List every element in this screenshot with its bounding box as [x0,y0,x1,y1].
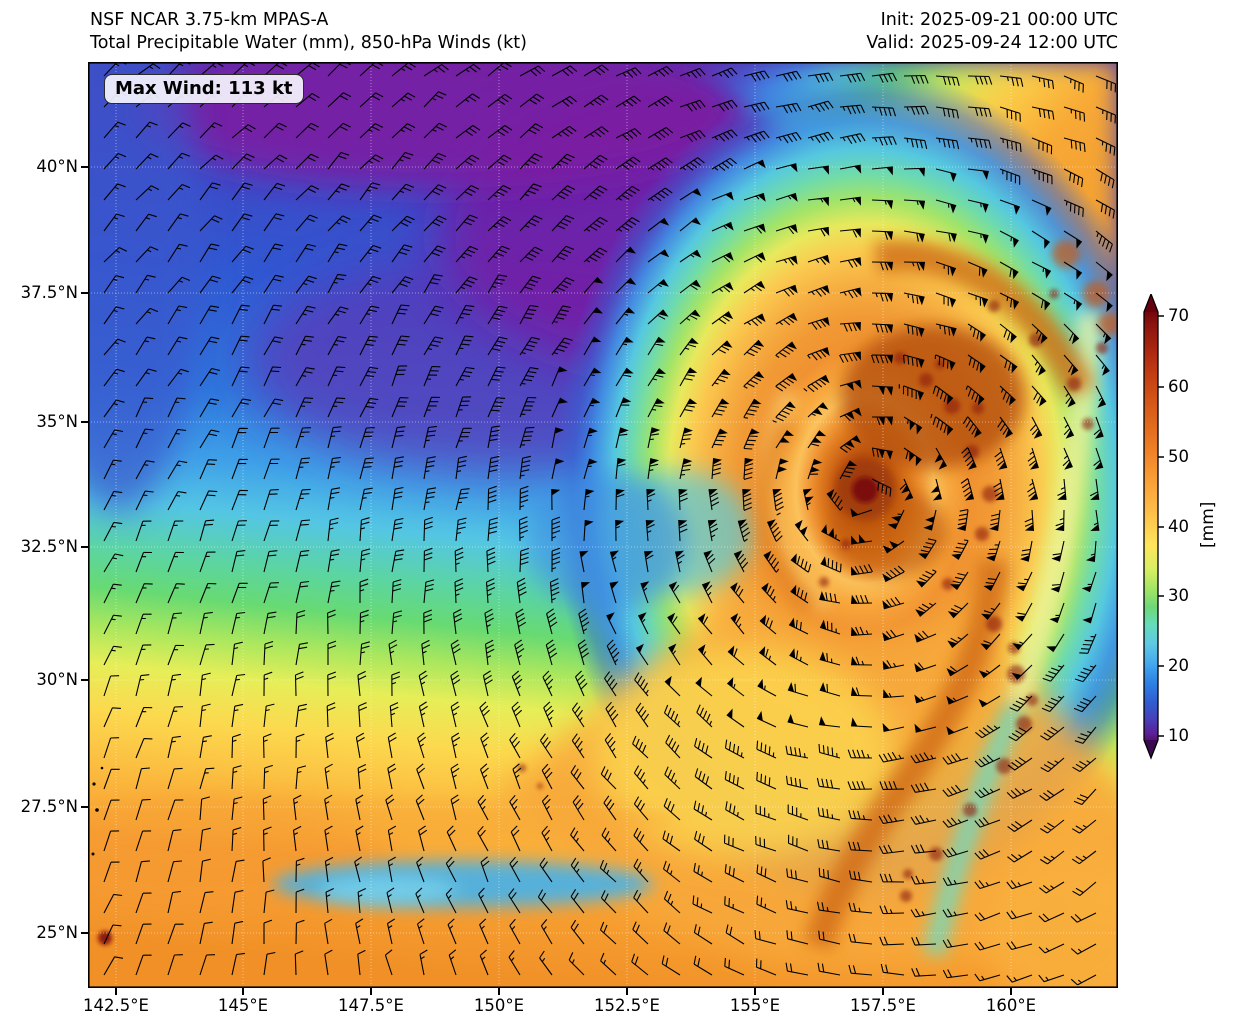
x-axis-tick-label: 152.5°E [594,996,660,1015]
x-axis-tick-label: 145°E [217,996,269,1015]
init-time: Init: 2025-09-21 00:00 UTC [880,10,1118,30]
colorbar-tick-label: 40 [1168,517,1189,536]
x-axis-tick-label: 155°E [729,996,781,1015]
y-axis-tick-label: 30°N [36,670,78,689]
y-axis-tick-label: 25°N [36,923,78,942]
colorbar-extend-max-arrow [1144,294,1158,312]
x-axis-tick-mark [242,988,244,995]
max-wind-badge: Max Wind: 113 kt [104,74,304,104]
colorbar [1143,294,1164,760]
colorbar-gradient [1144,312,1158,740]
y-axis-tick-mark [81,679,88,681]
x-axis-tick-mark [370,988,372,995]
colorbar-tick-label: 50 [1168,447,1189,466]
convective-speckles [518,289,1108,902]
y-axis-tick-mark [81,546,88,548]
colorbar-extend-min-arrow [1144,740,1158,758]
y-axis-tick-label: 40°N [36,157,78,176]
wind-barbs-layer [103,62,1117,986]
colorbar-tick-marks [1158,315,1164,737]
x-axis-tick-label: 147.5°E [338,996,404,1015]
y-axis-tick-label: 35°N [36,412,78,431]
colorbar-tick-label: 60 [1168,377,1189,396]
x-axis-tick-label: 160°E [985,996,1037,1015]
x-axis-tick-label: 157.5°E [850,996,916,1015]
y-axis-tick-label: 37.5°N [20,283,78,302]
model-title: NSF NCAR 3.75-km MPAS-A [90,10,329,30]
y-axis-tick-mark [81,932,88,934]
storm-eye [852,477,878,503]
colorbar-tick-label: 20 [1168,656,1189,675]
colorbar-tick-label: 30 [1168,586,1189,605]
island-dots [91,766,104,856]
regional-color-patches [88,470,1118,988]
y-axis-tick-mark [81,292,88,294]
x-axis-tick-label: 150°E [473,996,525,1015]
colorbar-tick-label: 70 [1168,306,1189,325]
x-axis-tick-mark [1010,988,1012,995]
colorbar-unit-label: [mm] [1198,501,1218,548]
y-axis-tick-mark [81,166,88,168]
y-axis-tick-mark [81,806,88,808]
x-axis-tick-mark [882,988,884,995]
map-plot-area: Max Wind: 113 kt [88,62,1118,988]
y-axis-tick-label: 32.5°N [20,537,78,556]
wind-barb-strokes [103,62,1117,986]
x-axis-tick-mark [498,988,500,995]
x-axis-tick-label: 142.5°E [83,996,149,1015]
y-axis-tick-mark [81,421,88,423]
map-border [88,62,1118,988]
colorbar-outline [1143,294,1159,760]
y-axis-tick-label: 27.5°N [20,797,78,816]
x-axis-tick-mark [115,988,117,995]
x-axis-tick-mark [754,988,756,995]
colorbar-tick-label: 10 [1168,726,1189,745]
valid-time: Valid: 2025-09-24 12:00 UTC [866,33,1118,53]
field-title: Total Precipitable Water (mm), 850-hPa W… [90,33,527,53]
x-axis-tick-mark [626,988,628,995]
northeast-texture-spots [1052,240,1118,336]
tpw-field-image [88,62,1118,988]
